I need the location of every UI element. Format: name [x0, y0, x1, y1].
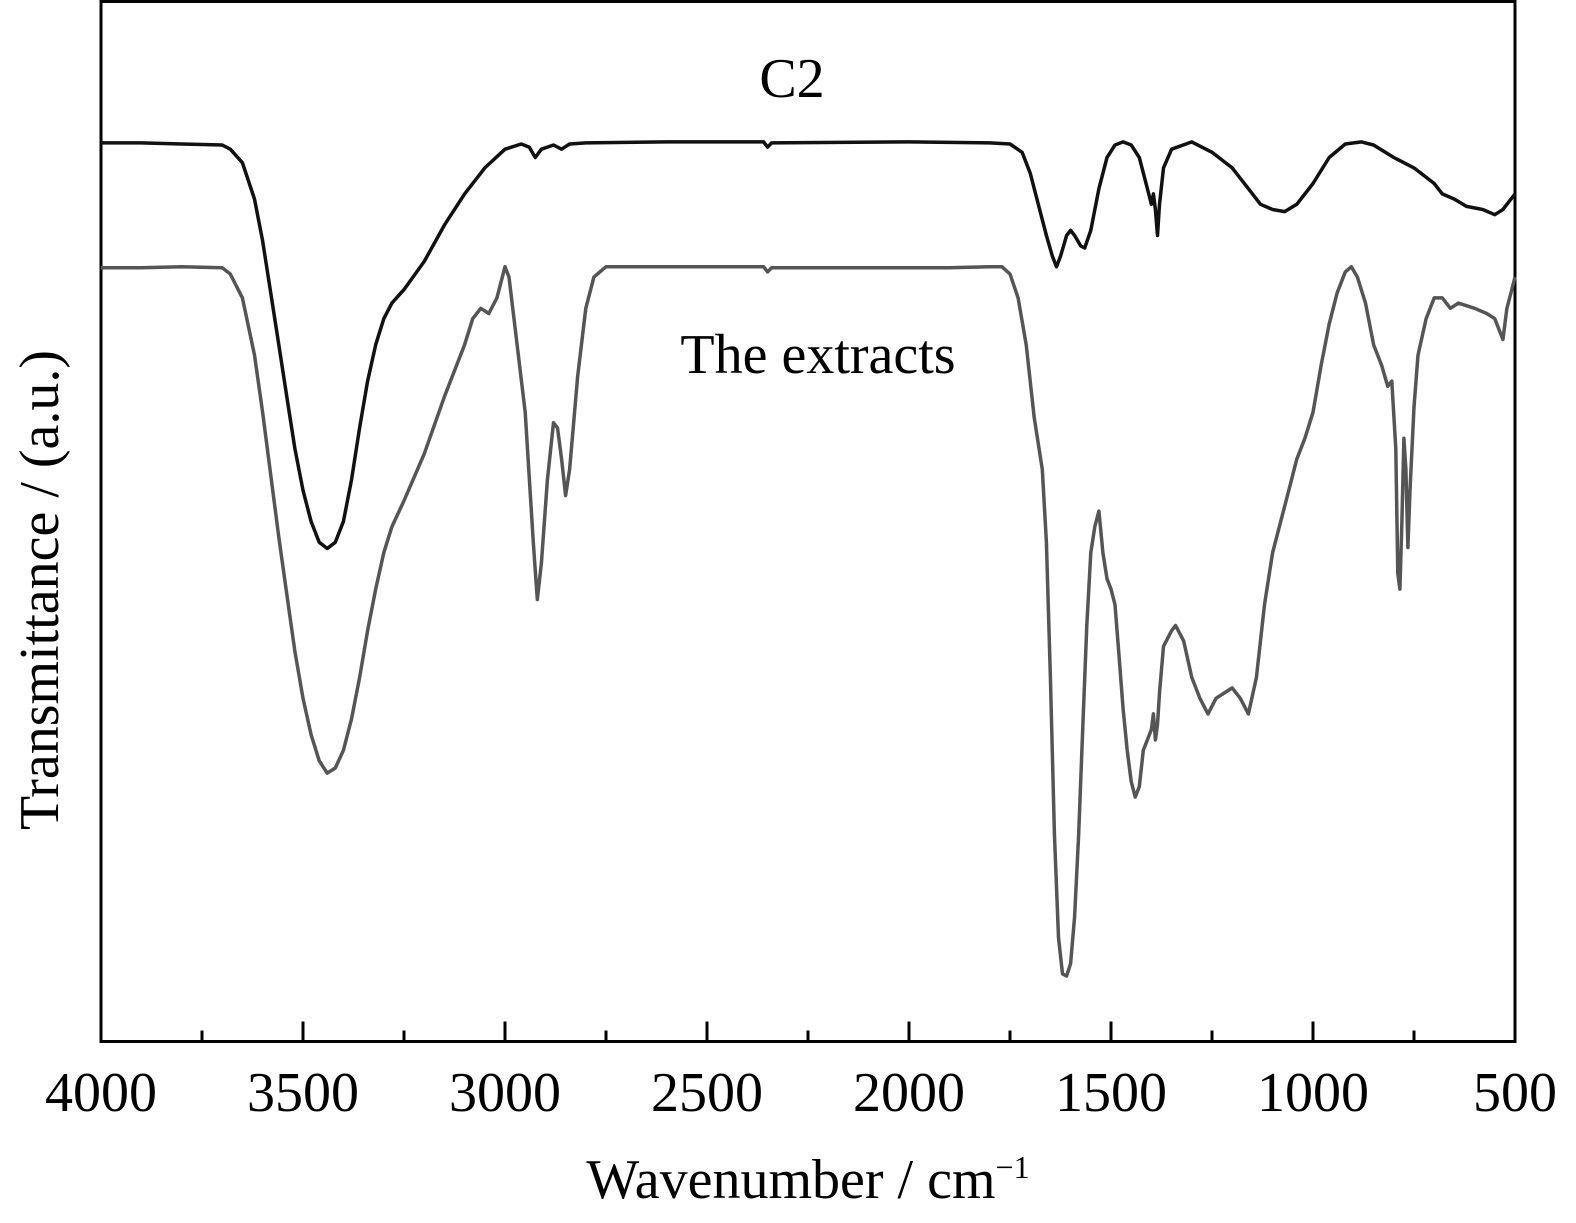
x-tick-label: 2500 [651, 1062, 763, 1124]
series-line-c2 [101, 140, 1517, 551]
x-tick-label: 1500 [1055, 1062, 1167, 1124]
y-axis-label: Transmittance / (a.u.) [9, 350, 71, 830]
x-axis-label-text: Wavenumber / cm [586, 1149, 995, 1211]
x-tick-label: 1000 [1257, 1062, 1369, 1124]
series-label-c2: C2 [759, 48, 824, 110]
x-tick-label: 4000 [45, 1062, 157, 1124]
plot-frame [99, 0, 1517, 1043]
x-tick-label: 3000 [449, 1062, 561, 1124]
x-axis-label: Wavenumber / cm−1 [586, 1149, 1029, 1211]
x-tick-label: 500 [1473, 1062, 1557, 1124]
x-axis-tick-labels: 4000 3500 3000 2500 2000 1500 1000 500 [45, 1062, 1557, 1124]
series-label-extracts: The extracts [680, 324, 955, 386]
x-axis-ticks [99, 1021, 1517, 1042]
x-tick-label: 3500 [247, 1062, 359, 1124]
series-lines [101, 140, 1517, 978]
series-line-extracts [101, 264, 1517, 978]
x-axis-label-superscript: −1 [996, 1149, 1030, 1185]
x-tick-label: 2000 [853, 1062, 965, 1124]
